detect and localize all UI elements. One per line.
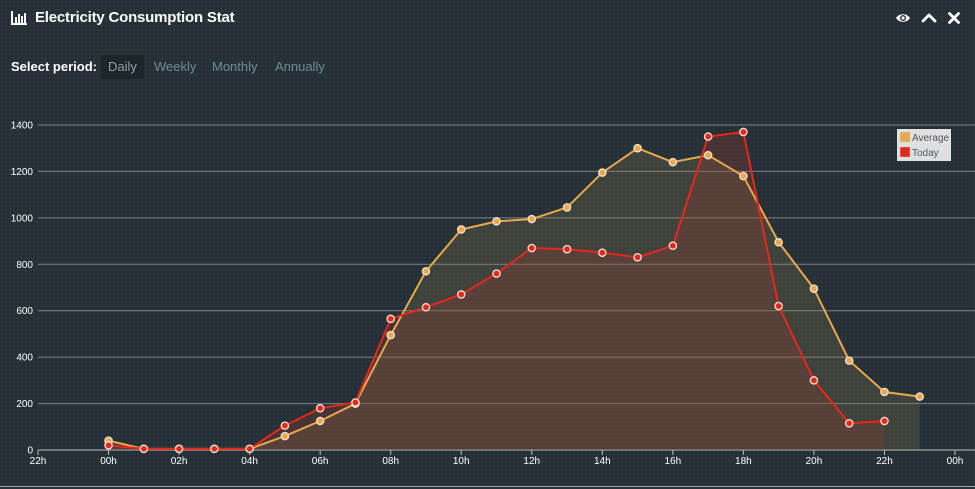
close-icon[interactable] <box>946 10 962 26</box>
data-point-today <box>739 127 748 137</box>
data-point-today <box>174 444 184 454</box>
data-point-today <box>633 253 642 262</box>
tab-weekly[interactable]: Weekly <box>154 59 197 74</box>
period-label: Select period: <box>11 59 97 74</box>
data-point-average <box>915 392 925 401</box>
data-point-average <box>774 237 783 247</box>
data-point-today <box>880 416 889 426</box>
x-tick-label: 14h <box>594 456 611 467</box>
data-point-today <box>492 269 501 278</box>
data-point-average <box>633 143 642 153</box>
data-point-average <box>456 225 466 234</box>
chart-legend: Average Today <box>897 129 951 161</box>
data-point-average <box>315 416 325 426</box>
data-point-average <box>527 214 537 224</box>
data-point-average <box>739 171 748 181</box>
chevron-up-icon[interactable] <box>921 10 937 26</box>
data-point-today <box>527 243 537 253</box>
data-point-average <box>280 431 290 441</box>
x-tick-label: 22h <box>876 456 893 467</box>
window-titlebar: Electricity Consumption Stat <box>0 0 975 36</box>
x-tick-label: 00h <box>100 456 117 467</box>
data-point-today <box>668 241 678 251</box>
data-point-today <box>104 441 113 450</box>
data-point-today <box>386 314 395 324</box>
x-tick-label: 18h <box>735 456 752 467</box>
data-point-average <box>844 356 854 365</box>
x-tick-label: 16h <box>665 456 682 467</box>
legend-swatch-today <box>899 146 911 158</box>
data-point-today <box>421 302 431 312</box>
data-point-today <box>456 290 466 299</box>
data-point-average <box>880 387 889 397</box>
data-point-average <box>809 284 819 293</box>
y-tick-label: 400 <box>16 353 33 364</box>
data-point-today <box>315 403 325 413</box>
data-point-average <box>421 266 431 276</box>
x-tick-label: 00h <box>947 456 964 467</box>
y-tick-label: 1400 <box>11 121 34 132</box>
series-area-average <box>108 148 920 450</box>
data-point-today <box>598 248 607 257</box>
legend-label-today: Today <box>912 148 939 159</box>
legend-label-average: Average <box>912 133 950 144</box>
x-tick-label: 20h <box>806 456 823 467</box>
data-point-today <box>351 398 360 407</box>
data-point-average <box>386 330 395 340</box>
data-point-average <box>492 217 501 226</box>
data-point-average <box>562 203 572 212</box>
bar-chart-icon <box>11 11 27 25</box>
series-area-today <box>108 131 885 450</box>
y-tick-label: 800 <box>16 260 33 271</box>
x-tick-label: 10h <box>453 456 470 467</box>
y-tick-label: 600 <box>16 306 33 317</box>
data-point-today <box>703 132 713 141</box>
data-point-today <box>809 376 819 385</box>
data-point-today <box>210 444 219 454</box>
window-title: Electricity Consumption Stat <box>35 9 235 26</box>
y-tick-label: 200 <box>16 399 33 410</box>
data-point-today <box>139 444 149 454</box>
y-tick-label: 1200 <box>11 167 34 178</box>
x-tick-label: 22h <box>30 456 47 467</box>
y-tick-label: 1000 <box>11 213 34 224</box>
x-tick-label: 08h <box>382 456 399 467</box>
data-point-average <box>703 150 713 160</box>
x-tick-label: 02h <box>171 456 188 467</box>
x-tick-label: 12h <box>523 456 540 467</box>
data-point-today <box>562 244 572 254</box>
tab-daily[interactable]: Daily <box>101 55 144 79</box>
x-tick-label: 04h <box>241 456 258 467</box>
tab-monthly[interactable]: Monthly <box>212 59 258 74</box>
data-point-today <box>245 444 254 454</box>
data-point-today <box>774 301 783 311</box>
consumption-chart: 0 200 400 600 800 1000 1200 1400 22h 00h 02h 04h 06h… <box>11 121 975 467</box>
data-point-today <box>280 421 290 430</box>
legend-swatch-average <box>899 131 911 143</box>
tab-annually[interactable]: Annually <box>275 59 325 74</box>
data-point-average <box>598 168 607 177</box>
bottom-divider <box>0 486 975 487</box>
y-tick-label: 0 <box>27 446 33 457</box>
data-point-today <box>844 419 854 428</box>
x-tick-label: 06h <box>312 456 329 467</box>
eye-icon[interactable] <box>895 10 911 26</box>
data-point-average <box>668 157 678 167</box>
